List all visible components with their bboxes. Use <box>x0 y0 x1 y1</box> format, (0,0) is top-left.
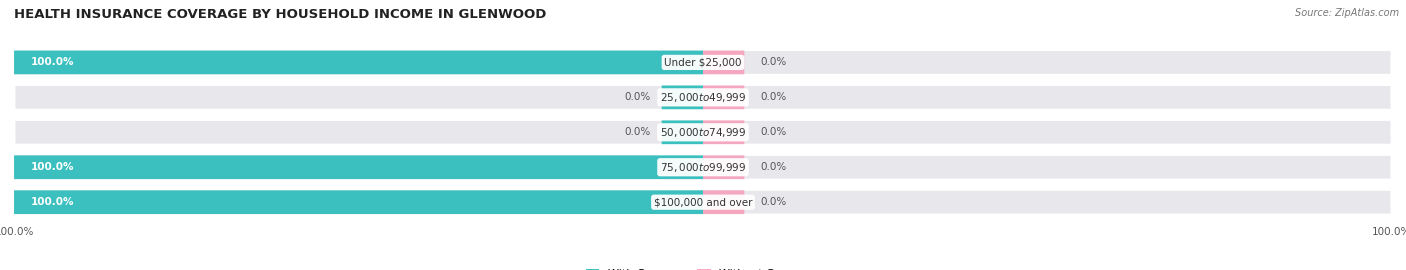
Text: 0.0%: 0.0% <box>761 162 787 172</box>
Text: $25,000 to $49,999: $25,000 to $49,999 <box>659 91 747 104</box>
Text: $100,000 and over: $100,000 and over <box>654 197 752 207</box>
Text: 100.0%: 100.0% <box>31 58 75 68</box>
FancyBboxPatch shape <box>14 85 1392 110</box>
FancyBboxPatch shape <box>662 120 703 144</box>
Text: 0.0%: 0.0% <box>761 92 787 102</box>
FancyBboxPatch shape <box>703 190 744 214</box>
FancyBboxPatch shape <box>14 120 1392 145</box>
Legend: With Coverage, Without Coverage: With Coverage, Without Coverage <box>582 264 824 270</box>
FancyBboxPatch shape <box>703 86 744 109</box>
FancyBboxPatch shape <box>703 120 744 144</box>
Text: 0.0%: 0.0% <box>761 127 787 137</box>
Text: 0.0%: 0.0% <box>761 197 787 207</box>
FancyBboxPatch shape <box>14 154 1392 180</box>
FancyBboxPatch shape <box>14 190 703 214</box>
Text: $75,000 to $99,999: $75,000 to $99,999 <box>659 161 747 174</box>
FancyBboxPatch shape <box>14 155 703 179</box>
Text: 0.0%: 0.0% <box>761 58 787 68</box>
FancyBboxPatch shape <box>14 50 703 74</box>
FancyBboxPatch shape <box>703 155 744 179</box>
Text: Source: ZipAtlas.com: Source: ZipAtlas.com <box>1295 8 1399 18</box>
Text: HEALTH INSURANCE COVERAGE BY HOUSEHOLD INCOME IN GLENWOOD: HEALTH INSURANCE COVERAGE BY HOUSEHOLD I… <box>14 8 547 21</box>
Text: 100.0%: 100.0% <box>31 197 75 207</box>
Text: 100.0%: 100.0% <box>31 162 75 172</box>
Text: Under $25,000: Under $25,000 <box>664 58 742 68</box>
Text: 0.0%: 0.0% <box>624 127 651 137</box>
FancyBboxPatch shape <box>14 190 1392 215</box>
FancyBboxPatch shape <box>703 50 744 74</box>
FancyBboxPatch shape <box>14 50 1392 75</box>
FancyBboxPatch shape <box>662 86 703 109</box>
Text: 0.0%: 0.0% <box>624 92 651 102</box>
Text: $50,000 to $74,999: $50,000 to $74,999 <box>659 126 747 139</box>
